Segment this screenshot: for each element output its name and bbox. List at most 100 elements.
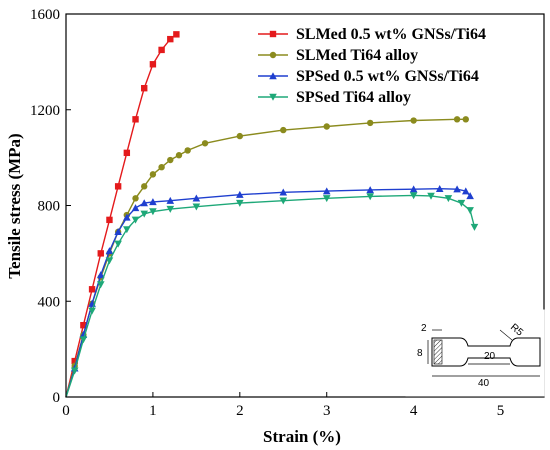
data-point (453, 185, 461, 193)
data-point (140, 199, 149, 207)
data-point (236, 199, 244, 207)
series-3 (65, 184, 474, 398)
legend-entry: SLMed Ti64 alloy (258, 47, 418, 64)
data-point (462, 116, 469, 123)
data-point (322, 195, 331, 203)
data-point (96, 281, 105, 289)
data-point (410, 117, 417, 124)
data-point (105, 257, 114, 265)
data-point (175, 152, 183, 159)
legend-marker (269, 93, 277, 101)
inset-label-20: 20 (484, 351, 496, 362)
legend-entry: SLMed 0.5 wt% GNSs/Ti64 (258, 26, 486, 43)
data-point (71, 357, 78, 365)
data-point (149, 171, 157, 178)
inset-label-2: 2 (421, 323, 427, 334)
series-layer (65, 31, 479, 398)
data-point (96, 271, 105, 279)
data-point (114, 228, 122, 236)
data-point (461, 187, 470, 195)
r5-leader (499, 329, 513, 341)
ticks-layer: 0 1 2 3 4 5 0 400 800 1200 1600 (30, 7, 504, 419)
data-point (80, 321, 87, 329)
data-point (97, 250, 104, 257)
data-point (167, 156, 174, 164)
x-tick-label: 0 (62, 403, 70, 419)
data-point (184, 147, 191, 154)
data-point (236, 132, 244, 140)
data-point (114, 240, 122, 248)
data-point (201, 140, 209, 147)
y-tick-label: 0 (53, 390, 61, 406)
y-axis-title: Tensile stress (MPa) (5, 133, 24, 278)
data-point (192, 194, 201, 202)
data-point (466, 207, 474, 215)
data-point (114, 183, 122, 190)
data-point (158, 164, 165, 171)
data-point (192, 203, 201, 211)
data-point (366, 119, 374, 127)
data-point (167, 35, 174, 43)
x-tick-label: 3 (323, 403, 331, 419)
series-4 (65, 192, 479, 398)
data-point (435, 184, 444, 192)
data-point (105, 247, 114, 255)
data-point (140, 210, 149, 218)
data-point (322, 187, 331, 195)
x-tick-label: 4 (410, 403, 418, 419)
data-point (366, 186, 374, 194)
data-point (427, 192, 435, 200)
data-point (70, 367, 79, 375)
data-point (141, 85, 148, 92)
data-point (79, 330, 88, 338)
data-point (141, 183, 148, 190)
data-point (158, 46, 165, 54)
data-point (132, 195, 139, 202)
data-point (123, 213, 131, 221)
data-point (88, 307, 96, 315)
series-line (65, 187, 471, 398)
data-point (123, 226, 131, 234)
data-point (366, 193, 374, 201)
data-point (166, 196, 175, 204)
legend-entry: SPSed 0.5 wt% GNSs/Ti64 (258, 68, 479, 85)
data-point (236, 190, 244, 198)
data-point (131, 204, 140, 212)
data-point (132, 116, 139, 123)
data-point (444, 195, 453, 203)
legend-label: SPSed 0.5 wt% GNSs/Ti64 (296, 68, 479, 85)
legend: SLMed 0.5 wt% GNSs/Ti64 SLMed Ti64 alloy S… (258, 26, 486, 106)
y-tick-label: 1600 (30, 7, 60, 23)
data-point (466, 192, 474, 200)
data-point (409, 185, 418, 193)
inset-label-40: 40 (478, 378, 490, 389)
specimen-outline (431, 337, 541, 367)
series-1 (65, 31, 180, 398)
data-point (123, 149, 131, 157)
data-point (470, 223, 479, 231)
data-point (149, 208, 157, 216)
data-point (166, 205, 175, 213)
data-point (173, 31, 180, 38)
data-point (106, 216, 113, 224)
legend-marker (269, 72, 277, 80)
legend-label: SLMed 0.5 wt% GNSs/Ti64 (296, 26, 486, 43)
y-tick-label: 400 (38, 294, 61, 310)
y-tick-label: 800 (38, 199, 61, 215)
data-point (131, 216, 140, 224)
legend-label: SPSed Ti64 alloy (296, 89, 411, 106)
specimen-hatch (433, 339, 443, 365)
x-tick-label: 1 (149, 403, 157, 419)
data-point (88, 286, 96, 293)
data-point (149, 198, 157, 206)
inset-label-8: 8 (417, 348, 423, 359)
data-point (409, 192, 418, 200)
data-point (149, 61, 157, 68)
data-point (453, 116, 461, 123)
data-point (280, 126, 287, 134)
data-point (279, 188, 288, 196)
x-tick-label: 2 (236, 403, 244, 419)
legend-label: SLMed Ti64 alloy (296, 47, 418, 64)
legend-marker (269, 30, 277, 38)
